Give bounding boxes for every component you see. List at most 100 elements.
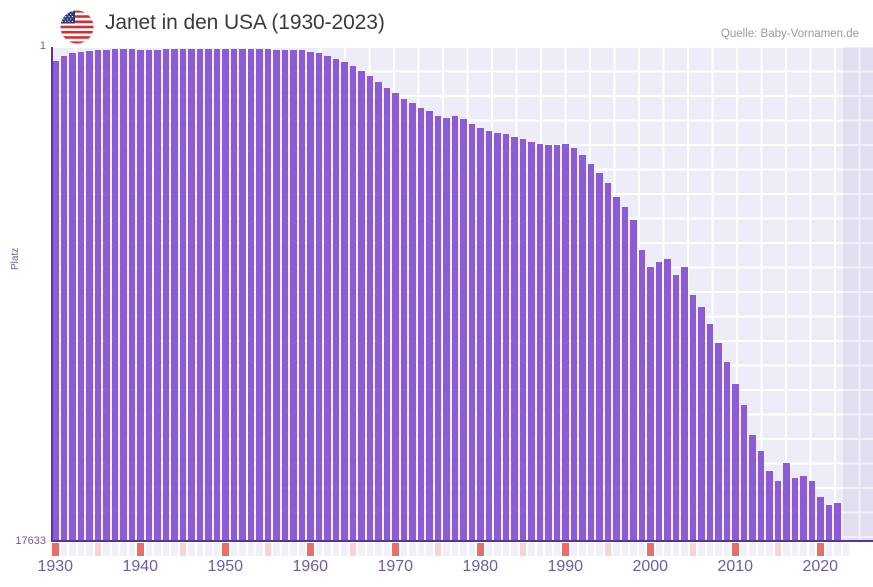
bar-2021[interactable] — [825, 504, 832, 541]
bar-1984[interactable] — [511, 136, 518, 541]
bar-1970[interactable] — [392, 93, 399, 541]
bar-2003[interactable] — [672, 275, 679, 541]
bar-2014[interactable] — [766, 470, 773, 541]
bar-2022[interactable] — [834, 503, 841, 541]
bar-1942[interactable] — [154, 49, 161, 541]
bar-1956[interactable] — [273, 49, 280, 541]
bar-1944[interactable] — [171, 48, 178, 541]
bar-2006[interactable] — [698, 306, 705, 541]
bar-1993[interactable] — [587, 164, 594, 541]
bar-1936[interactable] — [103, 49, 110, 541]
bar-2017[interactable] — [791, 478, 798, 541]
bar-1933[interactable] — [77, 51, 84, 541]
bar-1990[interactable] — [562, 144, 569, 541]
bar-1955[interactable] — [264, 49, 271, 541]
bar-2013[interactable] — [757, 451, 764, 541]
bar-2008[interactable] — [715, 343, 722, 541]
bar-1965[interactable] — [349, 66, 356, 541]
bar-1992[interactable] — [579, 155, 586, 541]
tick-swatch-2019 — [808, 543, 815, 556]
bar-2015[interactable] — [774, 481, 781, 541]
bar-1975[interactable] — [434, 115, 441, 541]
bar-1950[interactable] — [222, 48, 229, 541]
tick-swatch-2020 — [817, 543, 824, 556]
bar-1938[interactable] — [120, 48, 127, 541]
bar-1974[interactable] — [426, 111, 433, 541]
bar-2009[interactable] — [723, 361, 730, 541]
bar-1952[interactable] — [239, 48, 246, 541]
bar-1935[interactable] — [94, 50, 101, 541]
bar-1948[interactable] — [205, 48, 212, 541]
bar-1983[interactable] — [502, 134, 509, 541]
bar-1996[interactable] — [613, 197, 620, 541]
bar-2005[interactable] — [689, 294, 696, 541]
bar-2004[interactable] — [681, 266, 688, 541]
bar-1973[interactable] — [417, 107, 424, 541]
bar-1943[interactable] — [162, 49, 169, 541]
bar-1949[interactable] — [213, 49, 220, 541]
bar-1959[interactable] — [298, 50, 305, 541]
bar-1939[interactable] — [128, 49, 135, 541]
bar-1968[interactable] — [375, 81, 382, 541]
bar-1979[interactable] — [468, 123, 475, 541]
bar-1962[interactable] — [324, 55, 331, 541]
bar-1989[interactable] — [553, 145, 560, 541]
bar-1934[interactable] — [86, 50, 93, 541]
bar-1961[interactable] — [315, 53, 322, 541]
bar-2016[interactable] — [783, 462, 790, 541]
bar-1985[interactable] — [519, 138, 526, 541]
bar-1991[interactable] — [570, 148, 577, 541]
bar-1971[interactable] — [400, 98, 407, 541]
bar-1946[interactable] — [188, 48, 195, 541]
bar-1972[interactable] — [409, 103, 416, 541]
bar-1940[interactable] — [137, 49, 144, 541]
bar-1988[interactable] — [545, 144, 552, 541]
x-axis-line — [51, 540, 873, 542]
bar-1999[interactable] — [638, 249, 645, 541]
bar-1966[interactable] — [358, 70, 365, 541]
tick-swatch-1968 — [375, 543, 382, 556]
bar-1947[interactable] — [196, 48, 203, 541]
bar-1981[interactable] — [485, 130, 492, 541]
bar-2001[interactable] — [655, 262, 662, 541]
bar-1982[interactable] — [494, 133, 501, 541]
bar-1967[interactable] — [366, 75, 373, 541]
bar-2012[interactable] — [749, 434, 756, 541]
tick-swatch-1967 — [366, 543, 373, 556]
bar-1957[interactable] — [281, 49, 288, 541]
bar-2020[interactable] — [817, 496, 824, 541]
bar-1937[interactable] — [111, 48, 118, 541]
bar-1953[interactable] — [247, 48, 254, 541]
bar-1941[interactable] — [145, 49, 152, 541]
tick-swatch-1970 — [392, 543, 399, 556]
bar-1960[interactable] — [307, 51, 314, 541]
bar-1997[interactable] — [621, 207, 628, 541]
bar-1986[interactable] — [528, 141, 535, 541]
bar-1995[interactable] — [604, 183, 611, 541]
bar-2002[interactable] — [664, 258, 671, 541]
bar-1987[interactable] — [536, 144, 543, 541]
bar-1976[interactable] — [443, 118, 450, 541]
bar-1969[interactable] — [383, 87, 390, 541]
bar-1945[interactable] — [179, 48, 186, 541]
bar-1980[interactable] — [477, 128, 484, 541]
bar-2019[interactable] — [808, 481, 815, 541]
bar-2010[interactable] — [732, 383, 739, 541]
bar-1964[interactable] — [341, 62, 348, 541]
bar-1958[interactable] — [290, 49, 297, 541]
bar-1931[interactable] — [60, 56, 67, 541]
bar-1951[interactable] — [230, 48, 237, 541]
bar-1932[interactable] — [69, 52, 76, 541]
bar-1977[interactable] — [451, 116, 458, 541]
bar-2018[interactable] — [800, 475, 807, 541]
bar-2011[interactable] — [740, 405, 747, 541]
bar-1994[interactable] — [596, 173, 603, 541]
tick-swatch-1996 — [613, 543, 620, 556]
bar-2000[interactable] — [647, 266, 654, 541]
bar-2007[interactable] — [706, 323, 713, 541]
bar-1930[interactable] — [52, 60, 59, 541]
bar-1978[interactable] — [460, 119, 467, 541]
bar-1963[interactable] — [332, 58, 339, 541]
bar-1954[interactable] — [256, 49, 263, 541]
bar-1998[interactable] — [630, 220, 637, 541]
